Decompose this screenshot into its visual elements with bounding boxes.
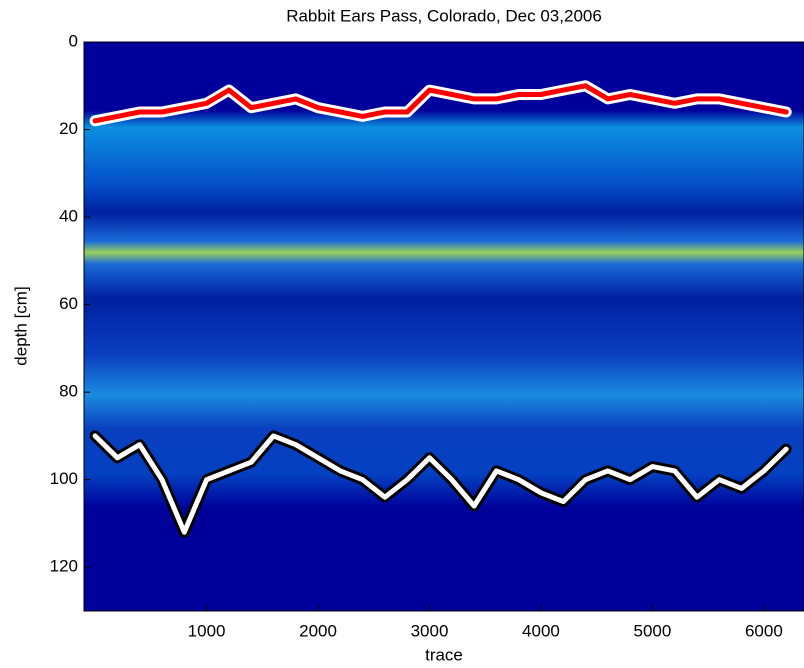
- y-tick-label: 120: [50, 557, 78, 576]
- x-tick-label: 3000: [411, 621, 449, 640]
- y-axis-label: depth [cm]: [11, 286, 30, 365]
- x-tick-label: 4000: [522, 621, 560, 640]
- y-tick-label: 60: [59, 294, 78, 313]
- plot-frame: [83, 41, 804, 612]
- y-tick-label: 20: [59, 119, 78, 138]
- x-tick-label: 2000: [299, 621, 337, 640]
- y-tick-label: 40: [59, 207, 78, 226]
- x-tick-label: 6000: [745, 621, 783, 640]
- chart-title: Rabbit Ears Pass, Colorado, Dec 03,2006: [286, 6, 602, 25]
- radargram-background: [84, 42, 804, 611]
- line: [92, 83, 789, 124]
- plot-area: [89, 80, 792, 538]
- y-tick-label: 80: [59, 382, 78, 401]
- y-tick-label: 0: [69, 31, 78, 50]
- y-tick-label: 100: [50, 469, 78, 488]
- line: [92, 433, 789, 535]
- x-axis-label: trace: [425, 645, 463, 664]
- x-tick-label: 5000: [634, 621, 672, 640]
- x-tick-label: 1000: [188, 621, 226, 640]
